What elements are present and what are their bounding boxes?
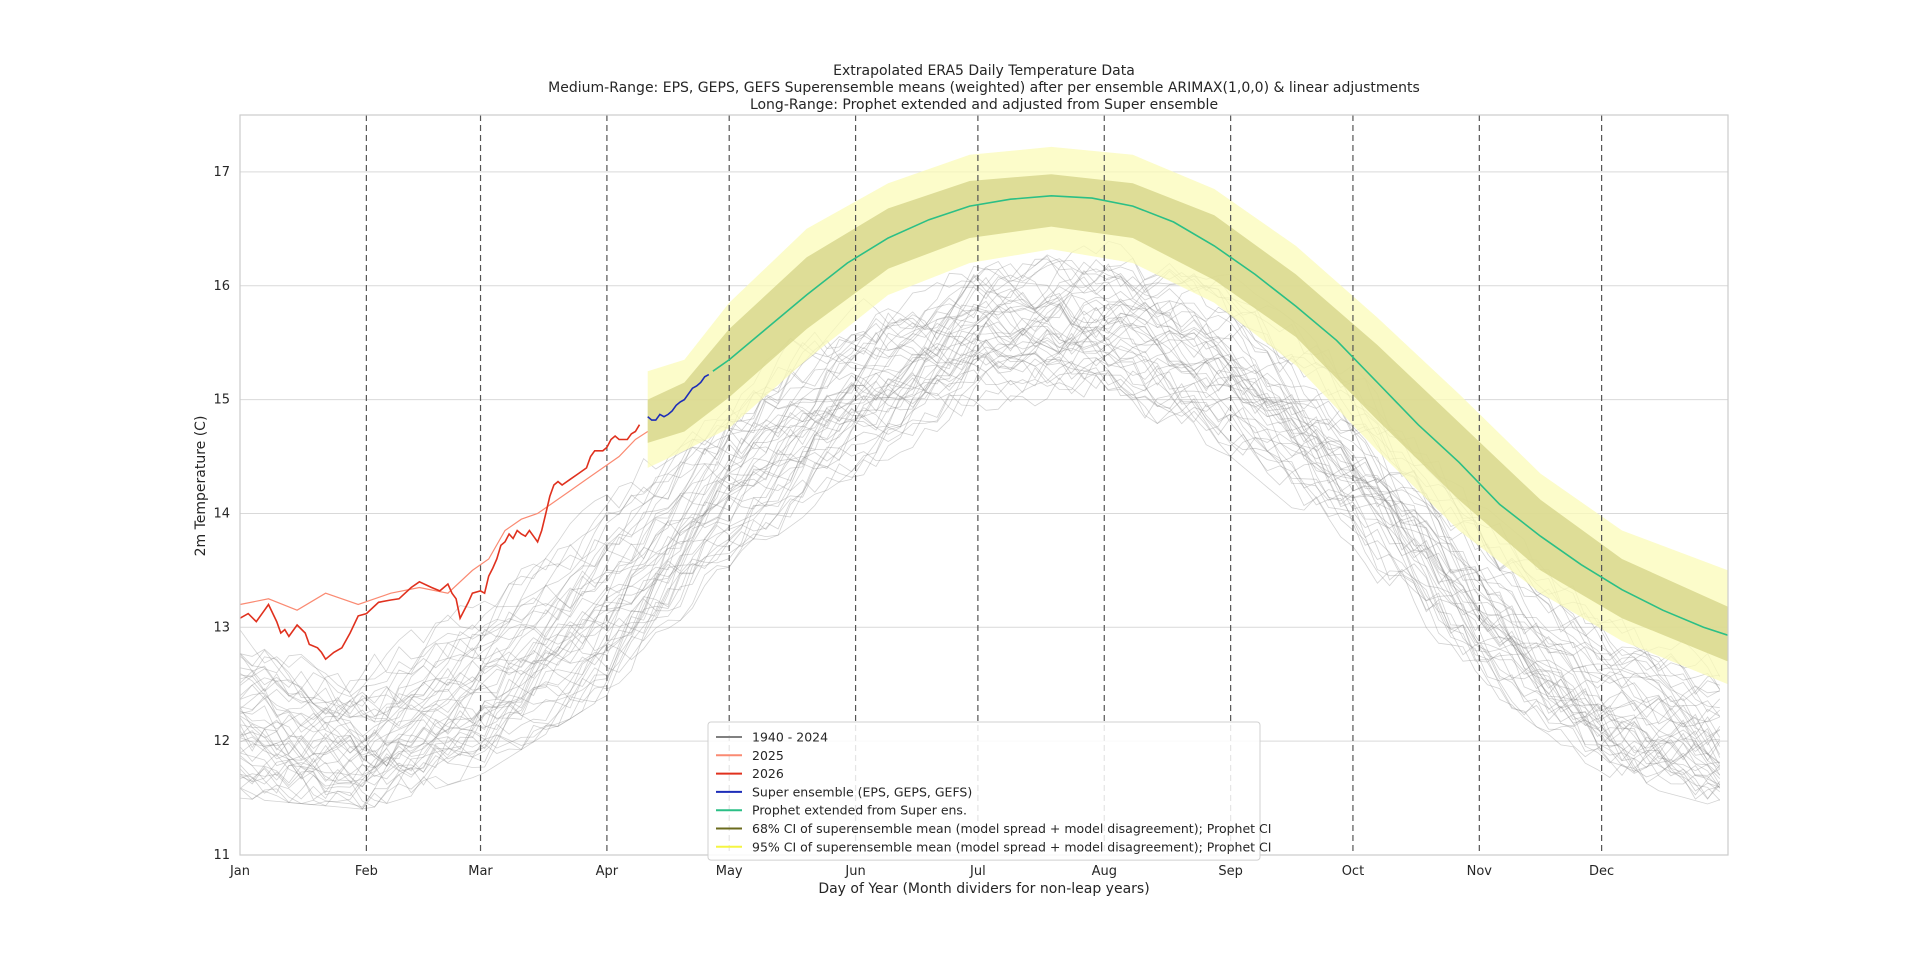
historical-year-line [239, 299, 1721, 801]
historical-year-line [239, 300, 1721, 766]
y-tick-label: 16 [213, 279, 230, 294]
series-line-y2025 [239, 430, 649, 611]
historical-year-line [239, 293, 1721, 786]
x-tick-label: Jul [969, 864, 986, 879]
x-tick-label: Mar [468, 864, 493, 879]
historical-year-line [239, 333, 1721, 794]
y-tick-label: 13 [213, 620, 230, 635]
ci68-band [647, 174, 1729, 662]
historical-year-line [239, 359, 1721, 807]
title-line-2: Medium-Range: EPS, GEPS, GEFS Superensem… [548, 80, 1420, 96]
y-axis-label: 2m Temperature (C) [193, 416, 209, 557]
historical-year-line [239, 333, 1720, 810]
historical-year-line [239, 329, 1721, 800]
x-tick-label: Nov [1467, 864, 1493, 879]
historical-year-line [239, 317, 1720, 792]
historical-year-line [239, 357, 1720, 808]
x-tick-label: Jan [229, 864, 250, 879]
series-line-super_ensemble [647, 373, 710, 421]
x-tick-label: Apr [596, 864, 619, 879]
y-tick-label: 11 [213, 848, 230, 863]
historical-year-line [239, 268, 1721, 727]
legend-label: 1940 - 2024 [752, 730, 828, 745]
y-tick-label: 17 [213, 165, 230, 180]
y-tick-label: 12 [213, 734, 230, 749]
historical-year-line [239, 356, 1721, 810]
x-axis-label: Day of Year (Month dividers for non-leap… [818, 881, 1149, 897]
historical-year-line [239, 359, 1721, 810]
y-tick-label: 14 [213, 506, 230, 521]
x-tick-label: Aug [1092, 864, 1117, 879]
x-tick-label: Feb [355, 864, 378, 879]
historical-year-line [239, 293, 1720, 728]
x-tick-label: Dec [1589, 864, 1614, 879]
legend: 1940 - 2024 2025 2026 Super ensemble (EPS, … [707, 721, 1271, 861]
legend-label: 68% CI of superensemble mean (model spre… [752, 821, 1271, 836]
historical-year-line [239, 297, 1721, 775]
historical-year-line [239, 330, 1721, 763]
historical-year-line [239, 288, 1721, 738]
historical-year-line [239, 261, 1721, 733]
historical-year-line [239, 342, 1721, 800]
historical-year-line [239, 306, 1721, 755]
x-tick-label: Jun [844, 864, 865, 879]
chart-title: Extrapolated ERA5 Daily Temperature Data… [548, 63, 1420, 113]
historical-year-line [239, 300, 1721, 770]
legend-label: 95% CI of superensemble mean (model spre… [752, 839, 1271, 854]
x-tick-label: Oct [1342, 864, 1364, 879]
historical-year-line [239, 314, 1721, 787]
title-line-1: Extrapolated ERA5 Daily Temperature Data [833, 63, 1135, 79]
series-line-y2026 [239, 424, 641, 661]
historical-year-line [239, 302, 1721, 757]
historical-year-line [239, 357, 1721, 804]
historical-year-line [239, 351, 1720, 806]
historical-year-line [239, 298, 1721, 762]
x-tick-label: Sep [1218, 864, 1243, 879]
historical-year-line [239, 332, 1721, 804]
legend-label: Prophet extended from Super ens. [752, 803, 967, 818]
legend-label: Super ensemble (EPS, GEPS, GEFS) [752, 784, 972, 799]
historical-year-line [239, 298, 1721, 754]
historical-year-line [239, 338, 1721, 784]
legend-label: 2026 [752, 766, 784, 781]
title-line-3: Long-Range: Prophet extended and adjuste… [750, 97, 1218, 113]
historical-year-line [239, 290, 1720, 765]
historical-year-line [239, 365, 1721, 808]
historical-year-line [239, 328, 1720, 796]
historical-year-line [239, 291, 1721, 786]
historical-year-line [239, 260, 1721, 768]
series-line-prophet [712, 194, 1729, 637]
historical-year-line [239, 335, 1721, 789]
y-tick-label: 15 [213, 393, 230, 408]
ci95-band [647, 146, 1729, 685]
legend-label: 2025 [752, 748, 784, 763]
x-tick-label: May [716, 864, 743, 879]
historical-year-line [239, 302, 1720, 767]
legend-box [707, 721, 1261, 861]
historical-year-line [239, 267, 1720, 728]
historical-year-line [239, 268, 1721, 747]
